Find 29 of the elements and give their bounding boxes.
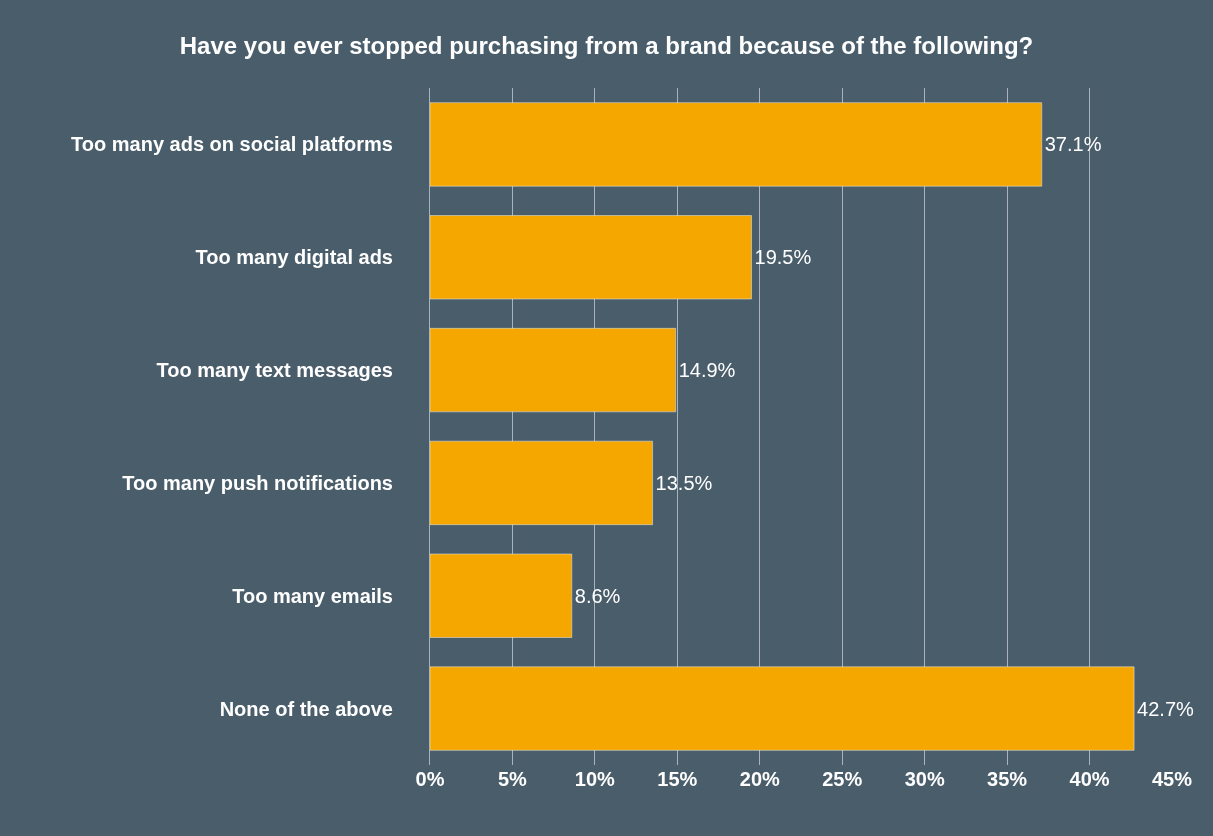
data-label: 19.5% xyxy=(754,246,812,269)
y-tick-label: Too many emails xyxy=(232,584,393,607)
data-label: 37.1% xyxy=(1044,133,1102,156)
y-tick-label: None of the above xyxy=(219,697,393,720)
y-tick-label: Too many text messages xyxy=(156,359,393,382)
chart-title: Have you ever stopped purchasing from a brand because of the following? xyxy=(179,32,1034,60)
bar xyxy=(430,440,653,525)
y-tick-label: Too many ads on social platforms xyxy=(71,133,393,156)
x-tick-label: 25% xyxy=(822,768,863,790)
data-label: 42.7% xyxy=(1137,697,1195,720)
x-tick-label: 10% xyxy=(574,768,616,790)
bar xyxy=(430,102,1042,187)
x-tick-label: 45% xyxy=(1151,768,1193,790)
x-tick-label: 0% xyxy=(415,768,445,790)
x-tick-label: 35% xyxy=(987,768,1028,790)
bar xyxy=(430,553,573,638)
bar xyxy=(430,328,676,413)
y-tick-label: Too many digital ads xyxy=(195,246,393,269)
x-tick-label: 30% xyxy=(904,768,945,790)
x-tick-label: 20% xyxy=(739,768,781,790)
data-label: 14.9% xyxy=(678,359,736,382)
x-tick-label: 15% xyxy=(657,768,698,790)
bar xyxy=(430,666,1135,751)
data-label: 8.6% xyxy=(574,584,621,607)
x-tick-label: 40% xyxy=(1069,768,1110,790)
x-tick-label: 5% xyxy=(497,768,528,790)
y-tick-label: Too many push notifications xyxy=(122,471,393,494)
bar xyxy=(430,215,752,300)
data-label: 13.5% xyxy=(655,471,713,494)
